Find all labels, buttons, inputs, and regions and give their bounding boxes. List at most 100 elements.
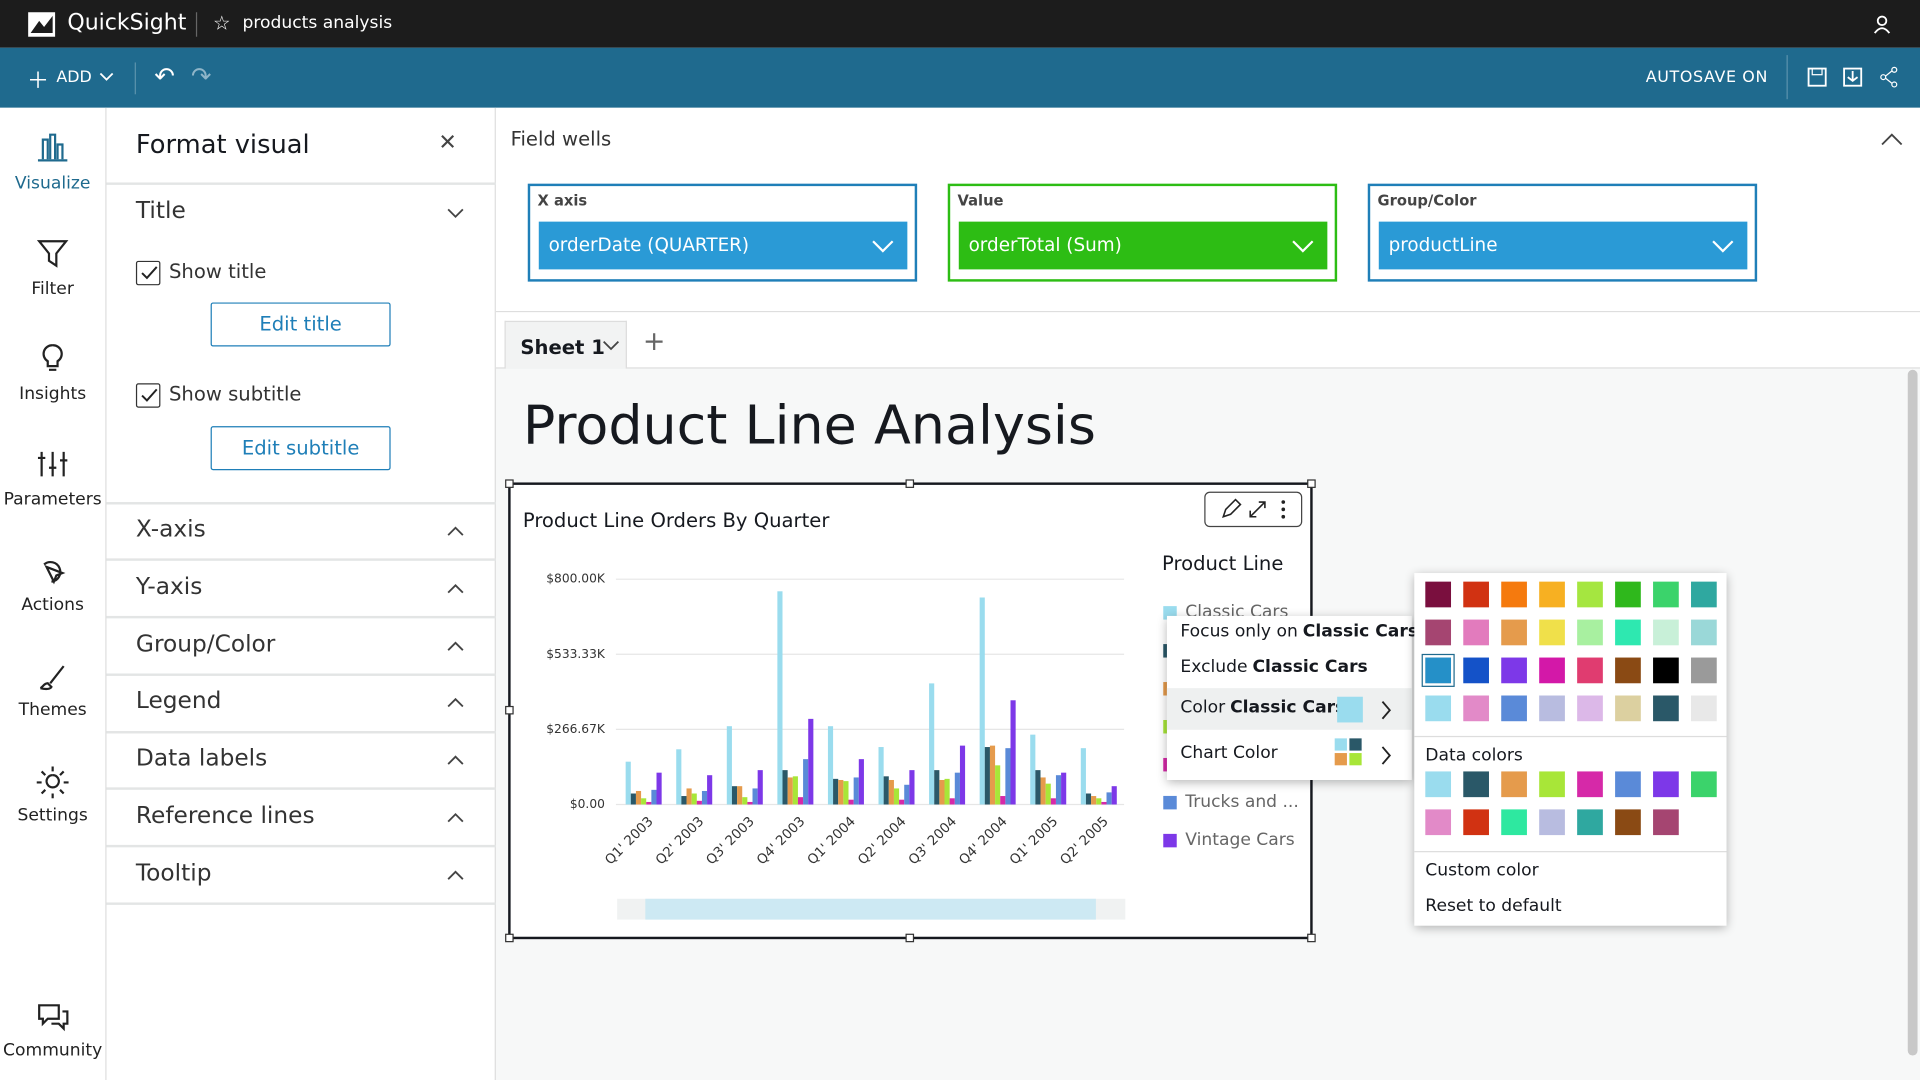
palette-swatch[interactable]: [1615, 581, 1641, 608]
bar[interactable]: [848, 799, 854, 805]
menu-item[interactable]: Exclude Classic Cars: [1180, 658, 1367, 682]
palette-swatch[interactable]: [1539, 695, 1565, 722]
bar[interactable]: [707, 775, 713, 805]
bar[interactable]: [1080, 748, 1086, 805]
bar[interactable]: [656, 772, 662, 805]
autosave[interactable]: AUTOSAVE ON: [1645, 68, 1768, 87]
bar[interactable]: [757, 770, 763, 805]
data-color-swatch[interactable]: [1463, 809, 1489, 836]
palette-swatch[interactable]: [1691, 581, 1717, 608]
bar[interactable]: [1111, 786, 1117, 805]
add-sheet[interactable]: +: [642, 326, 666, 358]
palette-swatch[interactable]: [1615, 619, 1641, 646]
bar[interactable]: [893, 788, 900, 805]
bar[interactable]: [979, 597, 985, 805]
color-swatch[interactable]: [1337, 696, 1363, 723]
section-chevron[interactable]: [447, 869, 464, 881]
palette-swatch[interactable]: [1501, 581, 1527, 608]
bar[interactable]: [838, 779, 844, 805]
sheet-menu[interactable]: [601, 339, 621, 351]
nav-icon[interactable]: [31, 446, 75, 483]
palette-swatch[interactable]: [1691, 657, 1717, 684]
bar[interactable]: [630, 793, 636, 805]
data-color-swatch[interactable]: [1615, 809, 1641, 836]
bar[interactable]: [782, 770, 788, 805]
section-header[interactable]: Reference lines: [135, 802, 315, 829]
bar[interactable]: [1040, 777, 1046, 805]
section-chevron[interactable]: [447, 697, 464, 709]
bar[interactable]: [676, 749, 682, 805]
palette-swatch[interactable]: [1501, 695, 1527, 722]
section-header[interactable]: Group/Color: [135, 630, 276, 658]
palette-swatch[interactable]: [1653, 695, 1679, 722]
palette-swatch[interactable]: [1615, 657, 1641, 684]
bar[interactable]: [1101, 801, 1107, 805]
checkbox[interactable]: [135, 260, 161, 286]
bar[interactable]: [635, 790, 642, 805]
section-header[interactable]: X-axis: [135, 515, 206, 543]
bar[interactable]: [878, 747, 884, 805]
bar[interactable]: [995, 765, 1001, 805]
redo[interactable]: ↷: [191, 61, 212, 91]
palette-swatch[interactable]: [1425, 695, 1452, 722]
nav-label[interactable]: Filter: [31, 279, 74, 299]
nav-icon[interactable]: [31, 997, 75, 1034]
checkbox-label[interactable]: Show title: [168, 259, 267, 283]
bar[interactable]: [737, 786, 743, 805]
data-color-swatch[interactable]: [1615, 771, 1641, 798]
bar[interactable]: [1005, 748, 1011, 805]
submenu-chevron[interactable]: [1380, 746, 1392, 766]
nav-label[interactable]: Parameters: [3, 489, 102, 510]
bar[interactable]: [929, 683, 935, 805]
section-chevron[interactable]: [447, 754, 464, 766]
palette-swatch[interactable]: [1425, 581, 1452, 608]
bar[interactable]: [681, 796, 687, 805]
section-header[interactable]: Tooltip: [135, 859, 212, 887]
data-color-swatch[interactable]: [1577, 809, 1603, 836]
well-field-text[interactable]: productLine: [1388, 233, 1498, 256]
bar[interactable]: [1010, 700, 1016, 805]
data-color-swatch[interactable]: [1501, 771, 1527, 798]
nav-icon[interactable]: [31, 551, 75, 588]
bar[interactable]: [808, 718, 814, 805]
palette-swatch[interactable]: [1615, 695, 1641, 722]
bar[interactable]: [701, 790, 708, 805]
section-header[interactable]: Data labels: [135, 744, 268, 772]
bar[interactable]: [1050, 798, 1056, 805]
data-color-swatch[interactable]: [1691, 771, 1717, 798]
data-color-swatch[interactable]: [1539, 771, 1565, 798]
toolbar-icons[interactable]: [1805, 65, 1903, 89]
button[interactable]: Edit title: [210, 302, 391, 347]
palette-swatch[interactable]: [1577, 581, 1603, 608]
nav-label[interactable]: Settings: [17, 805, 88, 826]
bar[interactable]: [1055, 775, 1062, 805]
nav-label[interactable]: Actions: [21, 595, 84, 615]
well-field-text[interactable]: orderTotal (Sum): [968, 233, 1122, 256]
nav-item[interactable]: Themes: [0, 651, 105, 737]
data-color-swatch[interactable]: [1653, 771, 1679, 798]
bar[interactable]: [939, 779, 945, 805]
bar[interactable]: [1000, 796, 1006, 805]
palette-swatch[interactable]: [1539, 581, 1565, 608]
bar[interactable]: [803, 759, 809, 805]
add-button[interactable]: ADD: [56, 68, 92, 87]
nav-label[interactable]: Themes: [18, 700, 87, 720]
bar[interactable]: [989, 745, 996, 805]
palette-swatch[interactable]: [1653, 657, 1679, 684]
check[interactable]: [141, 388, 158, 403]
nav-item[interactable]: Visualize: [0, 125, 105, 211]
bar[interactable]: [625, 761, 631, 805]
nav-icon[interactable]: [31, 130, 75, 167]
palette-swatch[interactable]: [1577, 657, 1603, 684]
bar[interactable]: [954, 772, 960, 805]
nav-label[interactable]: Visualize: [14, 173, 91, 194]
bar[interactable]: [1035, 770, 1041, 805]
sheet-tab-label[interactable]: Sheet 1: [520, 335, 605, 359]
section-chevron[interactable]: [447, 812, 464, 824]
section-header[interactable]: Legend: [135, 686, 222, 714]
menu-item[interactable]: Chart Color: [1180, 743, 1277, 767]
data-color-swatch[interactable]: [1463, 771, 1489, 798]
bar[interactable]: [742, 797, 748, 805]
chart-color-swatch[interactable]: [1349, 753, 1362, 766]
menu-item-text[interactable]: Color: [1180, 697, 1226, 718]
